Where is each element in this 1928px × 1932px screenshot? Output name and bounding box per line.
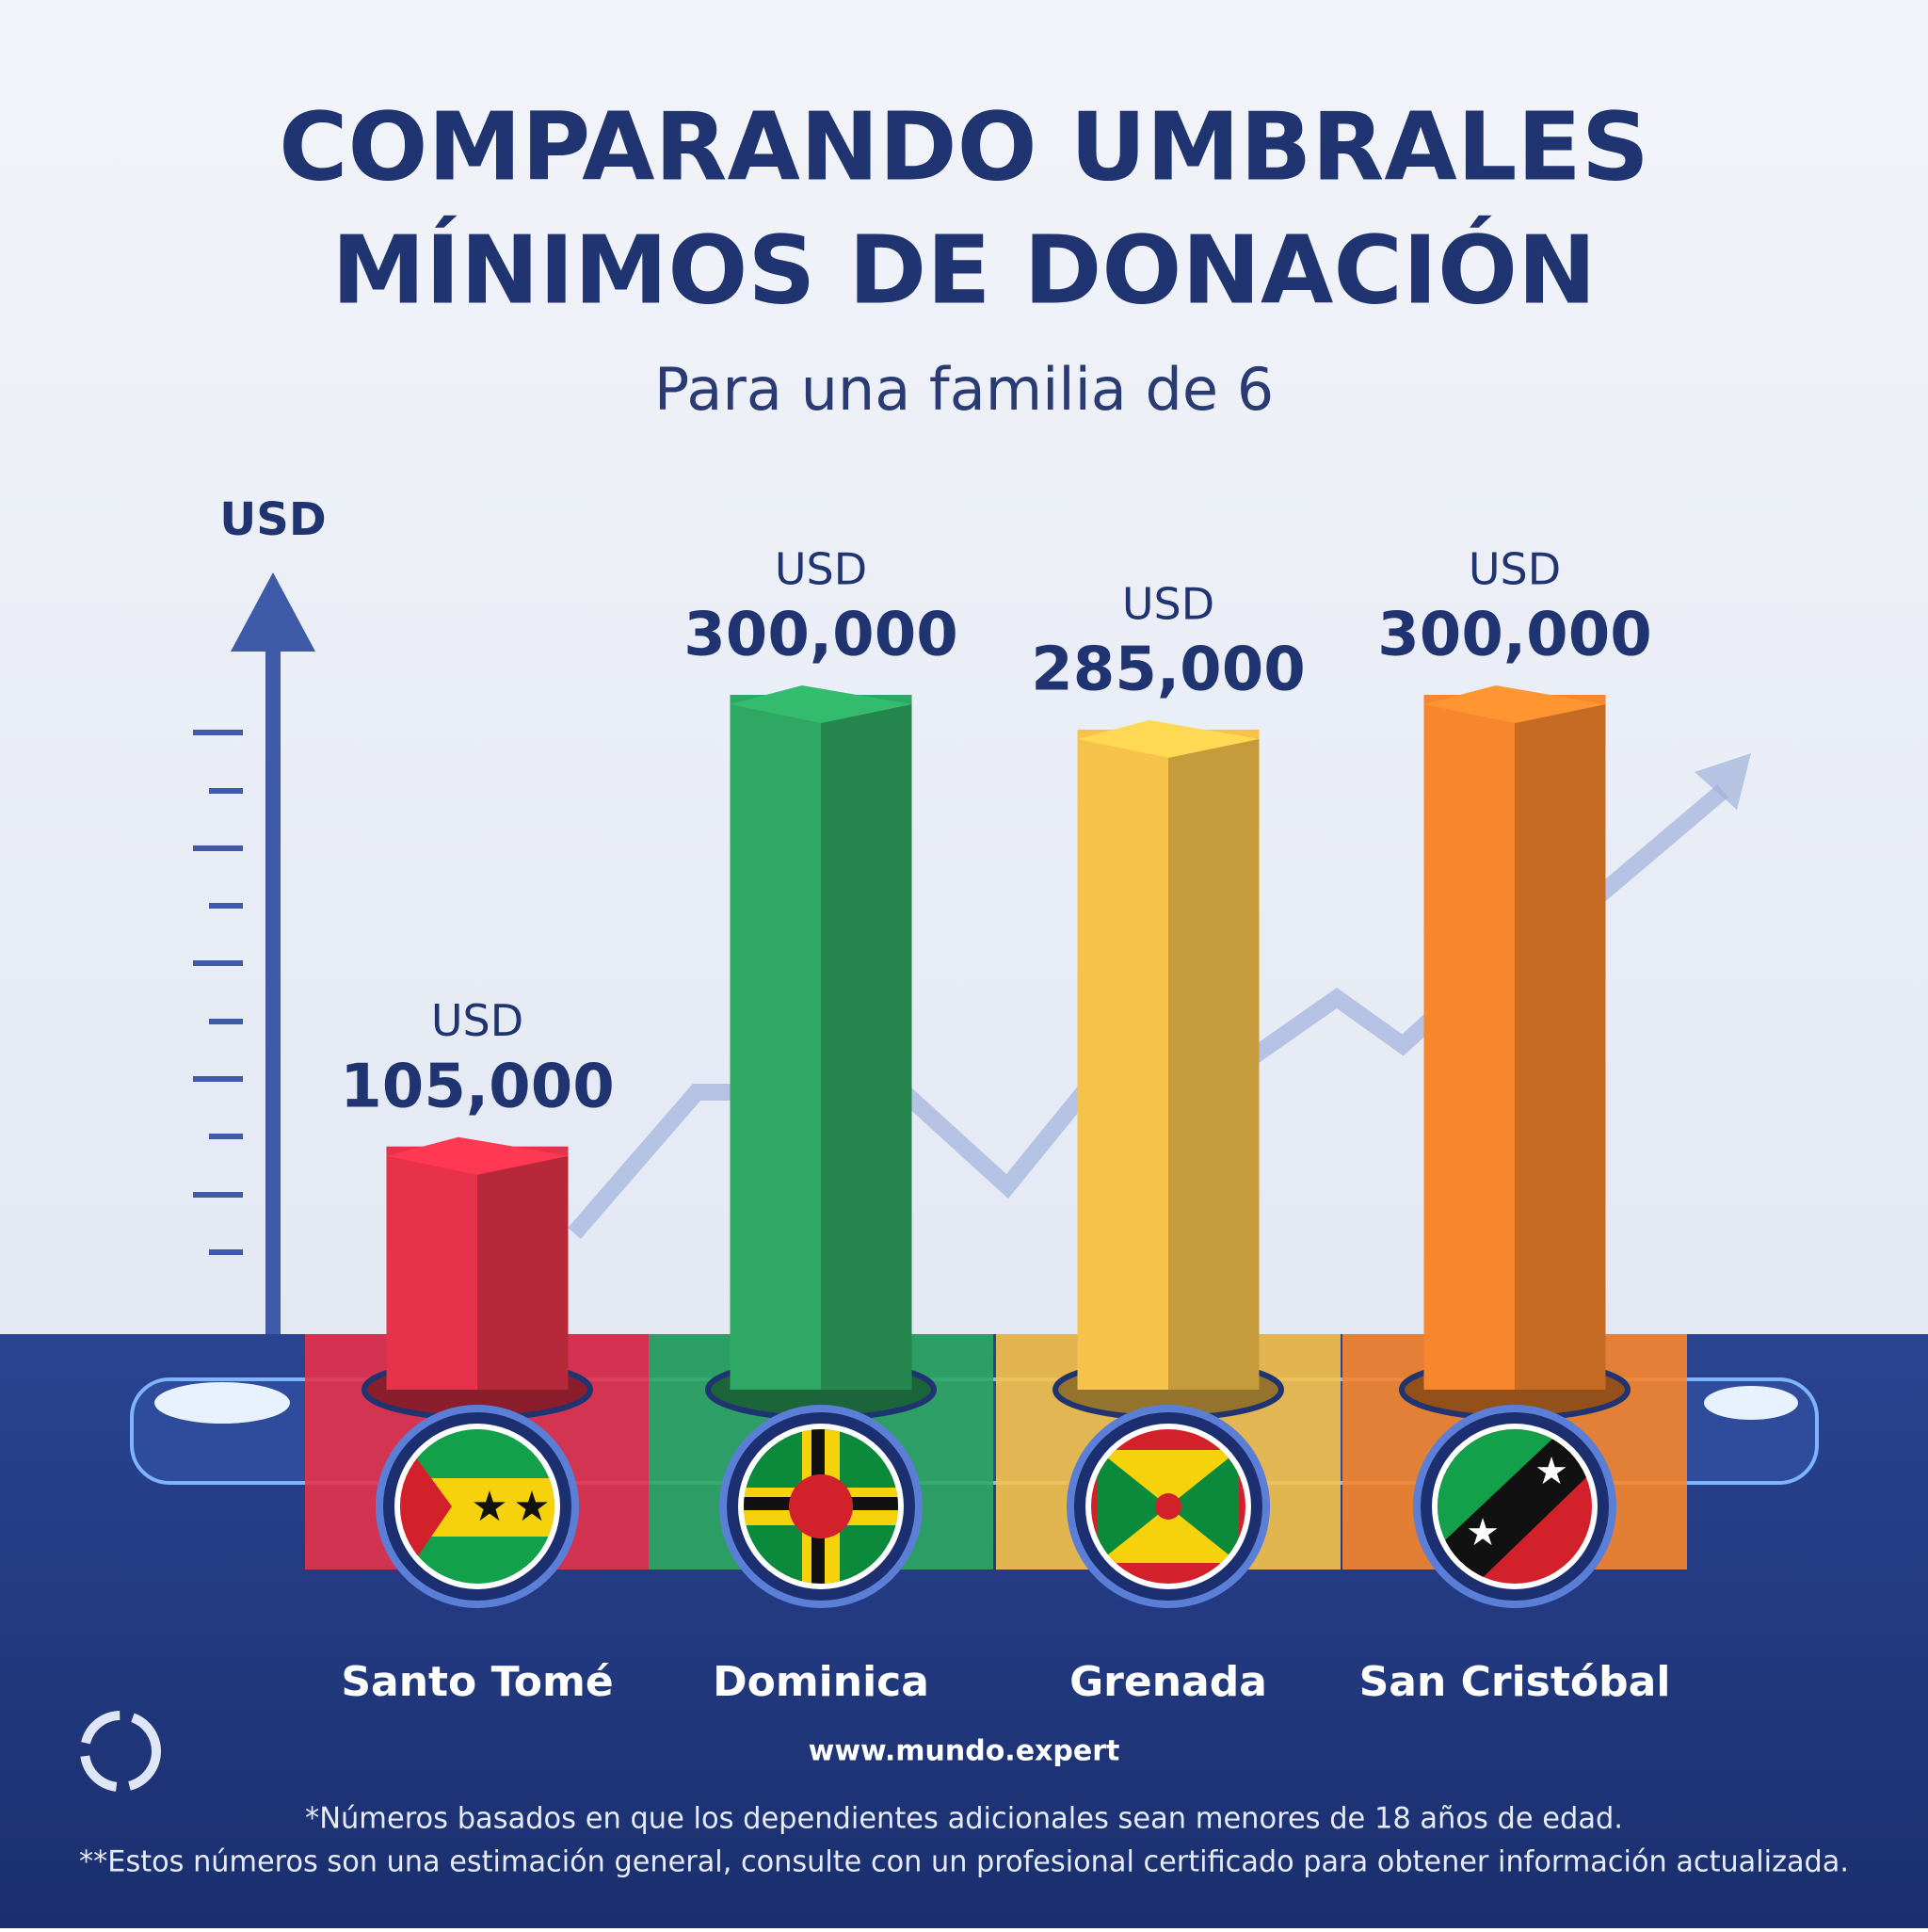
bar-cap [1077,719,1260,758]
footnote: *Números basados en que los dependientes… [305,1802,1623,1836]
flag-st-kitts: ★ ★ [1438,1429,1592,1584]
value-label-unit: USD [1122,578,1214,629]
bar-cap [1423,685,1606,723]
value-label: 285,000 [1031,635,1306,704]
y-axis-arrow [231,572,315,652]
value-label-unit: USD [1469,544,1561,595]
axis-decor-ticks [193,730,243,1255]
x-tick-label: Santo Tomé [341,1658,613,1706]
flag-dominica [744,1429,898,1584]
chart-subtitle: Para una familia de 6 [654,355,1274,424]
bar-shade [821,704,912,1390]
chart-title: COMPARANDO UMBRALES [279,91,1649,201]
bar-shade [1168,738,1260,1390]
bar-shade [477,1155,569,1390]
value-label: 300,000 [683,601,958,670]
x-tick-label: Grenada [1069,1658,1267,1706]
value-label-unit: USD [431,995,523,1046]
website: www.mundo.expert [809,1735,1120,1768]
platform-light [154,1382,290,1424]
y-axis-label: USD [219,493,326,546]
svg-text:★: ★ [471,1483,507,1531]
x-tick-label: Dominica [713,1658,929,1706]
flag-grenada [1091,1429,1245,1584]
svg-text:★: ★ [1466,1511,1500,1554]
svg-text:★: ★ [513,1483,550,1531]
value-label-unit: USD [775,544,867,595]
footnote: **Estos números son una estimación gener… [79,1845,1849,1879]
value-label: 300,000 [1377,601,1652,670]
logo [80,1711,161,1792]
chart-title: MÍNIMOS DE DONACIÓN [331,215,1597,325]
x-tick-label: San Cristóbal [1359,1658,1671,1706]
bar-cap [386,1136,569,1175]
bar-shade [1515,704,1606,1390]
bar-cap [730,685,912,723]
arrow-decoration [1695,753,1751,810]
value-label: 105,000 [340,1052,615,1121]
platform-light [1704,1386,1798,1420]
svg-text:★: ★ [1534,1450,1568,1493]
